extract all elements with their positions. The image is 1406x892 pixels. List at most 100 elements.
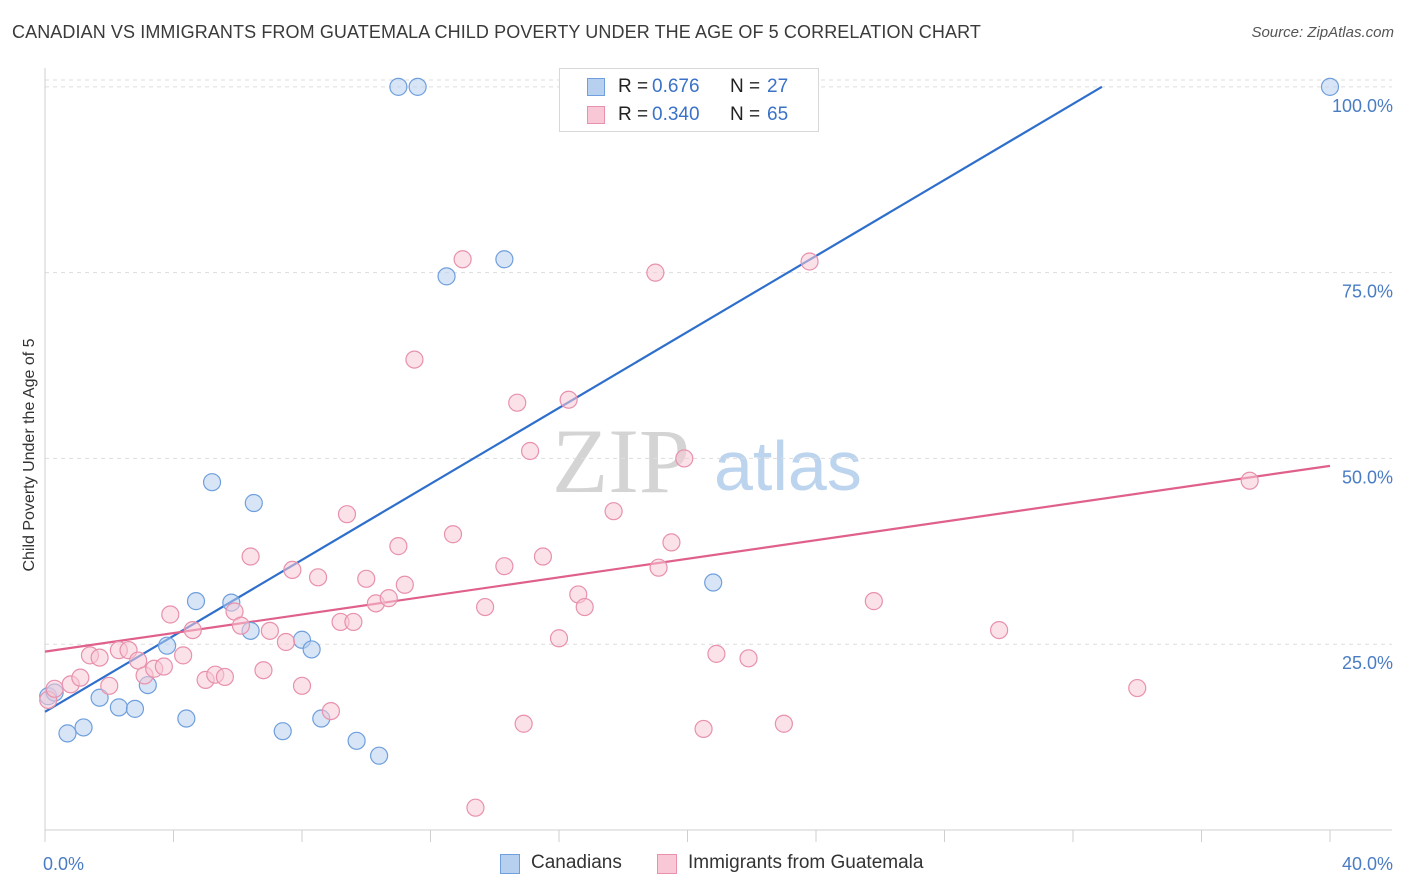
legend-n-value: 65 [767,104,789,125]
guatemala-point [520,441,540,461]
canadians-point [347,731,366,750]
guatemala-swatch [587,106,605,124]
canadians-point [244,493,263,513]
guatemala-point [45,679,64,698]
legend-label-canadians: Canadians [531,852,622,873]
guatemala-point [276,632,296,652]
canadians-point [90,688,109,707]
canadians-point [1320,77,1340,96]
legend-r-value: 0.676 [652,76,700,97]
data-points [39,77,1340,817]
guatemala-point [292,676,312,695]
guatemala-point [476,597,495,617]
guatemala-point [283,560,302,580]
guatemala-legend-swatch [657,854,677,874]
guatemala-point [405,350,424,369]
y-tick-label: 100.0% [1332,96,1393,116]
canadians-point [157,636,177,655]
guatemala-point [694,719,713,739]
legend-r-label: R = [618,104,649,125]
canadians-point [408,77,427,96]
guatemala-point [443,525,463,544]
correlation-legend: R = 0.676 N = 27 R = 0.340 N = 65 [559,68,819,132]
guatemala-point [215,667,234,687]
guatemala-point [707,644,726,663]
legend-r-label: R = [618,76,649,97]
zipatlas-watermark: ZIP atlas [552,410,862,512]
guatemala-point [466,798,485,817]
canadians-point [437,267,456,286]
guatemala-point [549,629,569,648]
guatemala-point [649,558,668,577]
canadians-point [704,573,723,592]
guatemala-point [161,605,180,624]
canadians-point [125,699,145,718]
guatemala-point [174,646,193,665]
y-axis-label: Child Poverty Under the Age of 5 [21,338,38,571]
canadians-point [495,250,514,269]
guatemala-point [100,676,119,695]
guatemala-point [71,668,90,687]
canadians-point [186,592,206,611]
guatemala-point [604,502,623,521]
guatemala-point [774,714,793,733]
guatemala-point [379,589,398,608]
guatemala-point [337,505,357,524]
legend-row-canadians: R = 0.676 N = 27 [560,73,818,101]
guatemala-point [1128,678,1147,698]
guatemala-point [508,393,527,412]
canadians-point [202,473,222,492]
watermark-atlas-text: atlas [714,427,862,505]
guatemala-point [344,612,363,632]
guatemala-point [864,592,883,611]
series-legend: Canadians Immigrants from Guatemala [0,852,1406,878]
guatemala-point [646,263,665,282]
guatemala-point [453,250,472,269]
canadians-point [302,640,321,659]
guatemala-point [800,252,819,271]
guatemala-point [575,597,594,617]
guatemala-point [260,621,279,640]
guatemala-point [559,390,578,409]
guatemala-point [389,537,408,556]
guatemala-point [990,620,1009,640]
guatemala-point [1240,471,1259,490]
guatemala-point [154,657,173,676]
guatemala-point [533,547,553,566]
canadians-point [109,698,128,717]
y-tick-label: 75.0% [1342,282,1393,302]
chart-title: CANADIAN VS IMMIGRANTS FROM GUATEMALA CH… [12,22,981,42]
canadians-point [370,746,389,765]
x-tick-label: 40.0% [1342,854,1393,874]
guatemala-point [675,449,694,468]
guatemala-point [183,620,202,640]
guatemala-point [90,648,109,667]
y-tick-label: 25.0% [1342,653,1393,673]
guatemala-point [395,575,414,594]
legend-label-guatemala: Immigrants from Guatemala [688,852,924,873]
guatemala-point [321,701,341,721]
axis-labels: 25.0% 50.0% 75.0% 100.0% 0.0% 40.0% Child Pove… [21,96,1393,874]
canadians-point [58,724,77,743]
guatemala-point [254,661,273,680]
legend-r-value: 0.340 [652,104,700,125]
guatemala-point [514,714,533,733]
guatemala-point [241,547,260,566]
canadians-point [74,718,93,737]
source-credit: Source: ZipAtlas.com [1251,24,1394,41]
legend-n-value: 27 [767,76,789,97]
guatemala-point [308,568,328,587]
watermark-zip-text: ZIP [552,410,690,512]
canadians-point [389,77,408,96]
guatemala-point [231,616,251,635]
canadians-swatch [587,78,605,96]
legend-row-guatemala: R = 0.340 N = 65 [560,101,818,129]
legend-n-label: N = [730,76,761,97]
canadians-legend-swatch [500,854,520,874]
x-tick-label: 0.0% [43,854,84,874]
guatemala-point [739,649,758,668]
guatemala-trend-line [44,464,1331,653]
canadians-point [273,722,292,741]
y-tick-label: 50.0% [1342,467,1393,487]
